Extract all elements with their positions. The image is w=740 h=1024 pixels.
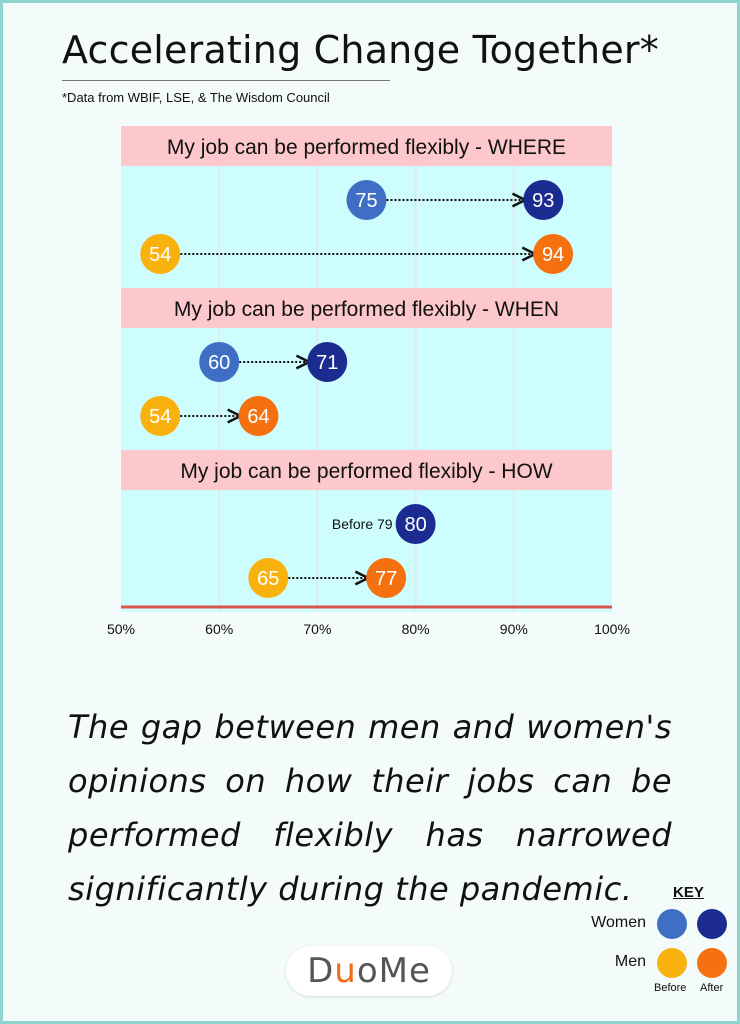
before-dot (346, 180, 387, 220)
after-dot (366, 558, 407, 598)
before-dot (140, 396, 181, 436)
before-value-label: 54 (149, 406, 171, 428)
before-value-label: 54 (149, 244, 171, 266)
after-dot (395, 504, 436, 544)
panel-title: My job can be performed flexibly - WHERE (167, 136, 566, 159)
panel-header (121, 288, 612, 328)
panel-body (121, 490, 612, 612)
key-before-label: Before (654, 982, 687, 994)
before-value-label: 75 (355, 190, 377, 212)
page-title: Accelerating Change Together* (62, 28, 659, 72)
after-value-label: 93 (532, 190, 554, 212)
panel-body (121, 328, 612, 450)
logo-letter-u: u (334, 951, 357, 991)
x-tick-label: 70% (303, 621, 331, 637)
panel-header (121, 126, 612, 166)
key-after-label: After (700, 982, 724, 994)
x-tick-label: 60% (205, 621, 233, 637)
key-men-label: Men (614, 953, 646, 970)
after-value-label: 77 (375, 568, 397, 590)
before-dot (248, 558, 289, 598)
after-value-label: 94 (542, 244, 564, 266)
logo-letter-d: D (307, 951, 335, 991)
before-value-label: Before 79 (332, 516, 393, 532)
x-tick-label: 80% (402, 621, 430, 637)
after-dot (238, 396, 279, 436)
after-dot (307, 342, 348, 382)
after-value-label: 80 (404, 514, 426, 536)
key-title: KEY (673, 884, 704, 901)
before-value-label: 65 (257, 568, 279, 590)
key-women-after-dot (697, 909, 727, 939)
caption-text: The gap between men and women's opinions… (68, 708, 672, 908)
key-women-before-dot (657, 909, 687, 939)
logo-letters-ome: oMe (356, 951, 431, 991)
panel-title: My job can be performed flexibly - WHEN (174, 298, 559, 321)
dot-plot-chart: My job can be performed flexibly - WHERE… (107, 126, 630, 637)
after-value-label: 71 (316, 352, 338, 374)
panel-title: My job can be performed flexibly - HOW (180, 460, 552, 483)
duome-logo: DuoMe (286, 946, 452, 996)
before-value-label: 60 (208, 352, 230, 374)
title-underline (62, 80, 390, 81)
x-tick-label: 100% (594, 621, 630, 637)
key-women-label: Women (591, 914, 646, 931)
x-tick-label: 90% (500, 621, 528, 637)
after-dot (533, 234, 574, 274)
before-dot (199, 342, 240, 382)
after-value-label: 64 (247, 406, 269, 428)
x-tick-label: 50% (107, 621, 135, 637)
key-men-before-dot (657, 948, 687, 978)
panel-header (121, 450, 612, 490)
after-dot (523, 180, 564, 220)
key-men-after-dot (697, 948, 727, 978)
source-note: *Data from WBIF, LSE, & The Wisdom Counc… (62, 90, 330, 105)
before-dot (140, 234, 181, 274)
